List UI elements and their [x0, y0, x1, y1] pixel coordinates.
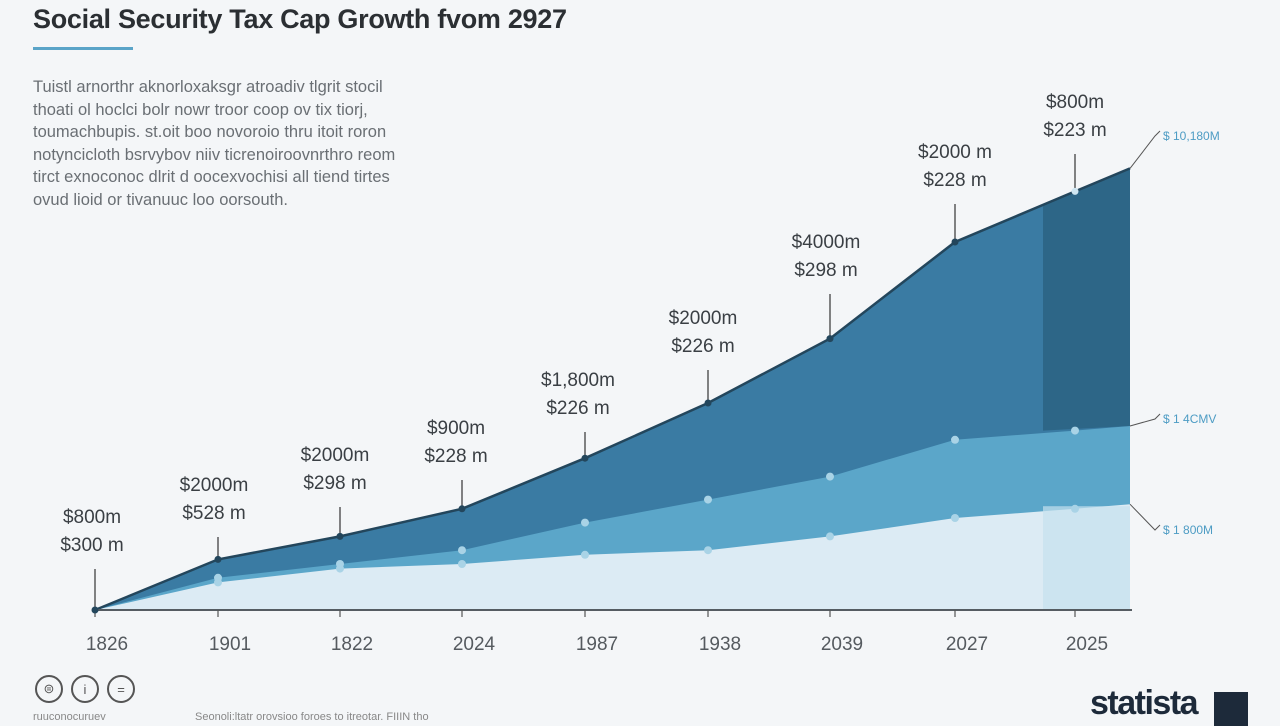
series-line: [94, 167, 1131, 612]
x-tick-label: 2024: [453, 634, 496, 655]
equals-icon[interactable]: =: [107, 675, 135, 703]
x-tick-label: 2025: [1066, 634, 1108, 655]
data-label: $4000m: [792, 232, 861, 253]
right-label-leader: [1129, 503, 1161, 531]
data-label: $228 m: [424, 446, 487, 467]
data-point: [91, 606, 99, 614]
data-point: [826, 335, 834, 343]
data-point: [336, 532, 344, 540]
area-bottom: [95, 504, 1130, 610]
data-point: [458, 505, 466, 513]
data-label: $2000 m: [918, 142, 992, 163]
description: Tuistl arnorthr aknorloxaksgr atroadiv t…: [33, 76, 493, 211]
data-label: $300 m: [60, 535, 123, 556]
data-point: [951, 238, 959, 246]
right-label-leader: [1129, 130, 1161, 169]
x-tick-label: 1987: [576, 634, 618, 655]
x-tick-label: 1938: [699, 634, 741, 655]
cc-icon[interactable]: ⊜: [35, 675, 63, 703]
description-line: notyncicloth bsrvybov niiv ticrenoiroovn…: [33, 145, 396, 164]
x-tick-label: 1901: [209, 634, 251, 655]
description-line: ovud lioid or tivanuuc loo oorsouth.: [33, 190, 288, 209]
data-point: [581, 454, 589, 462]
data-point: [458, 560, 466, 568]
data-point: [704, 546, 712, 555]
statista-logo: statista: [1090, 684, 1199, 722]
data-point: [1071, 187, 1079, 195]
data-label: $1,800m: [541, 370, 615, 391]
data-label: $228 m: [923, 170, 986, 191]
data-point: [704, 495, 712, 504]
data-label: $2000m: [301, 445, 370, 466]
description-line: toumachbupis. st.oit boo novoroio thru i…: [33, 123, 387, 141]
right-label: $ 10,180M: [1163, 129, 1220, 143]
x-tick-label: 2039: [821, 634, 863, 655]
data-label: $800m: [1046, 92, 1104, 113]
x-tick-label: 1822: [331, 634, 373, 655]
data-label: $2000m: [669, 308, 738, 329]
x-tick-label: 1826: [86, 634, 128, 655]
data-label: $528 m: [182, 503, 245, 524]
data-point: [1071, 426, 1079, 435]
data-point: [951, 514, 959, 522]
description-line: thoati ol hoclci bolr nowr troor coop ov…: [33, 100, 368, 119]
data-label: $226 m: [671, 336, 734, 357]
data-point: [826, 532, 834, 541]
right-label: $ 1 4CMV: [1163, 412, 1216, 426]
title-underline: [33, 47, 133, 50]
description-line: tirct exnoconoc dlrit d oocexvochisi all…: [33, 168, 390, 186]
data-point: [951, 435, 959, 444]
chart-title: Social Security Tax Cap Growth fvom 2927: [33, 4, 567, 34]
data-point: [214, 578, 222, 587]
data-point: [581, 550, 589, 559]
data-point: [458, 546, 466, 555]
data-label: $800m: [63, 507, 121, 528]
right-label-leader: [1129, 413, 1161, 427]
source-text: Seonoli:ltatr orovsioo foroes to itreota…: [195, 711, 429, 723]
data-label: $2000m: [180, 475, 249, 496]
description-line: Tuistl arnorthr aknorloxaksgr atroadiv t…: [33, 78, 383, 96]
data-point: [1071, 504, 1079, 513]
right-label: $ 1 800M: [1163, 523, 1213, 537]
data-point: [704, 399, 712, 407]
data-label: $900m: [427, 418, 485, 439]
data-label: $226 m: [546, 398, 609, 419]
x-tick-label: 2027: [946, 634, 988, 655]
data-label: $298 m: [303, 473, 366, 494]
data-point: [214, 555, 222, 563]
highlight-band-light: [1043, 506, 1130, 610]
statista-logo-mark: [1214, 692, 1248, 726]
highlight-band: [1043, 168, 1130, 431]
data-point: [581, 518, 589, 527]
data-label: $298 m: [794, 260, 857, 281]
footer-left-text: ruuconocuruev: [33, 711, 106, 723]
data-label: $223 m: [1043, 120, 1106, 141]
info-icon[interactable]: i: [71, 675, 99, 703]
data-point: [826, 472, 834, 481]
license-icons: ⊜ i =: [35, 675, 135, 703]
data-point: [336, 564, 344, 573]
